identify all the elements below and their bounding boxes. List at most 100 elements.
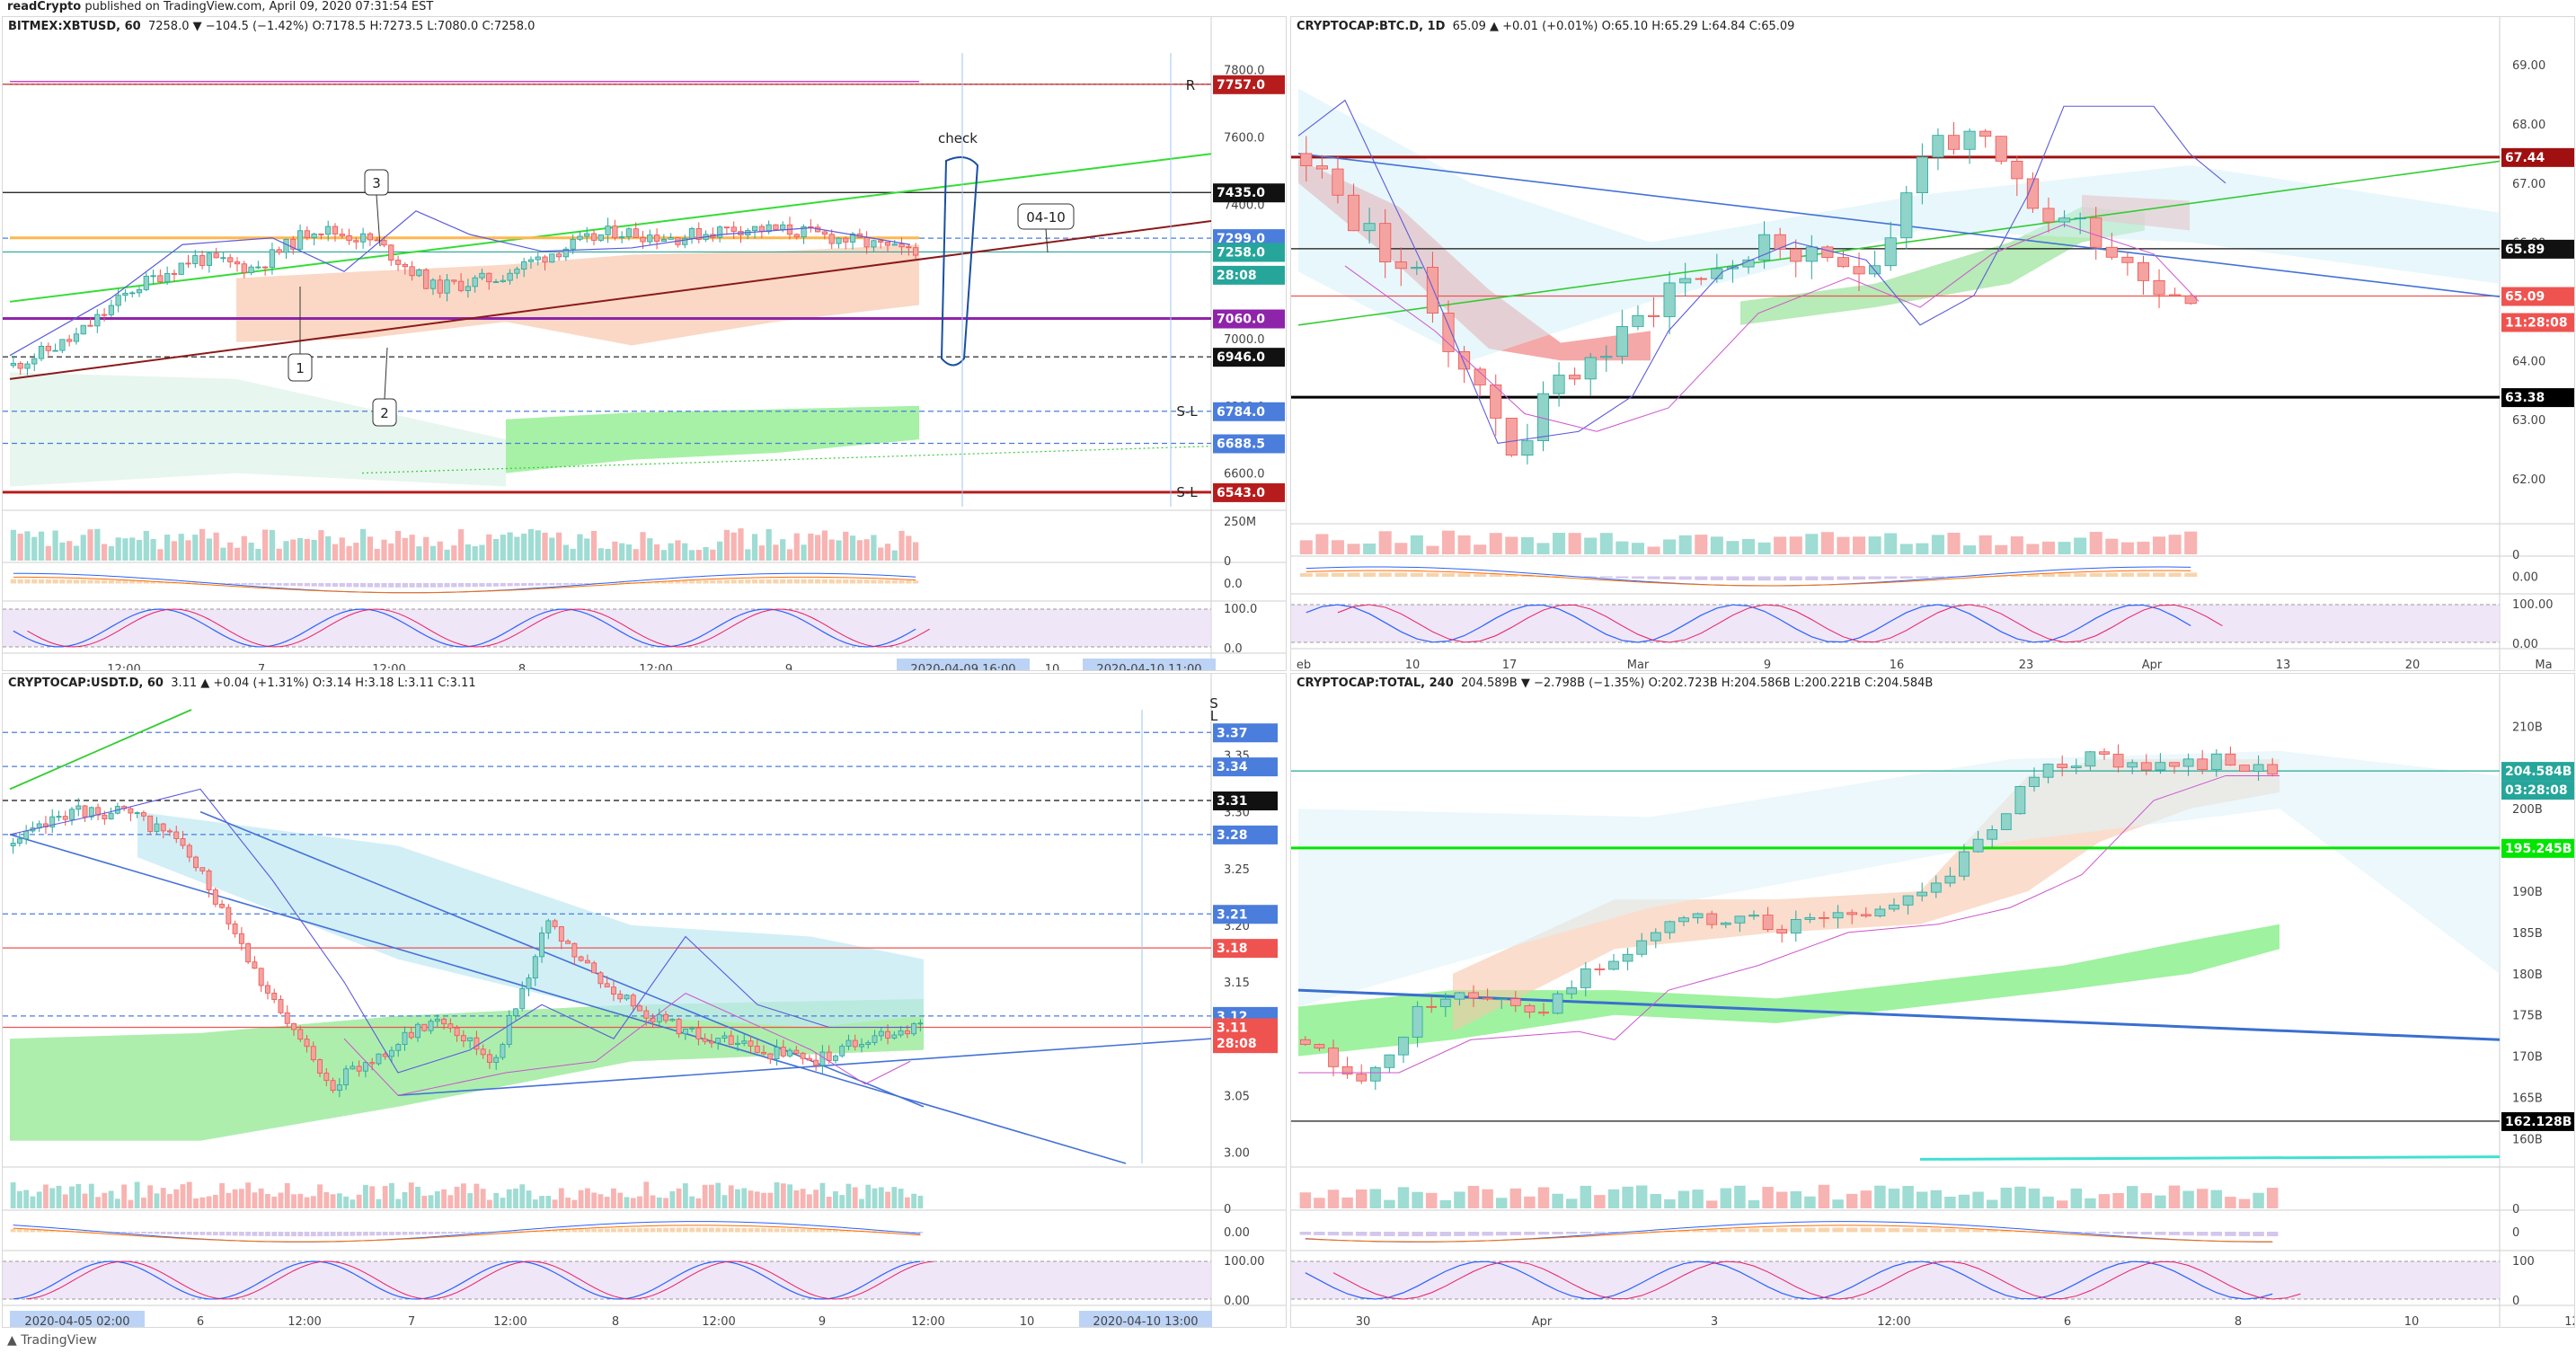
candle-body (1959, 851, 1970, 877)
macd-histogram-bar (1509, 1232, 1522, 1235)
usdtd-chart-svg[interactable]: 3.353.303.253.203.153.103.053.003.373.34… (3, 674, 1286, 1327)
x-tick-label: 12:00 (107, 663, 140, 670)
candle-body (500, 279, 506, 282)
volume-bar (492, 538, 500, 561)
total-cap-chart-panel[interactable]: CRYPTOCAP:TOTAL, 240 204.589B ▼ −2.798B … (1290, 673, 2575, 1328)
volume-bar (745, 549, 751, 561)
macd-histogram-bar (1441, 572, 1456, 577)
macd-histogram-bar (656, 1227, 662, 1233)
macd-histogram-bar (346, 583, 352, 588)
macd-histogram-bar (1986, 1229, 1998, 1233)
macd-histogram-bar (545, 1230, 552, 1233)
volume-bar (87, 529, 93, 561)
candle-body (839, 1046, 845, 1057)
footer-brand[interactable]: ▲ TradingView (7, 1333, 97, 1348)
macd-histogram-bar (2058, 573, 2071, 577)
candle-body (754, 1045, 760, 1053)
volume-bar (1565, 1198, 1578, 1208)
stop-mark: L (1210, 708, 1218, 724)
macd-histogram-bar (845, 1230, 852, 1233)
candle-body (584, 233, 590, 237)
volume-bar (2253, 1192, 2264, 1208)
volume-bar (1663, 539, 1677, 554)
candle-body (2155, 762, 2166, 771)
macd-histogram-bar (836, 579, 842, 584)
macd-histogram-bar (871, 579, 877, 584)
candle-body (647, 234, 653, 243)
x-tick-label: 10 (2404, 1315, 2420, 1327)
volume-bar (891, 550, 898, 561)
macd-histogram-bar (2225, 1232, 2236, 1236)
volume-bar (1931, 535, 1944, 554)
macd-histogram-bar (480, 1232, 486, 1234)
macd-histogram-bar (813, 1229, 819, 1233)
y-tick-label: 185B (2512, 927, 2543, 941)
candle-body (695, 1027, 702, 1039)
macd-histogram-bar (1726, 576, 1739, 581)
volume-bar (62, 1194, 68, 1208)
candle-body (206, 252, 212, 266)
candle-body (598, 972, 604, 985)
stoch-100-tick: 100.00 (2512, 598, 2554, 612)
candle-body (2000, 813, 2012, 830)
macd-histogram-bar (637, 1227, 642, 1233)
author-name[interactable]: readCrypto (7, 0, 82, 13)
btc-dominance-chart-panel[interactable]: CRYPTOCAP:BTC.D, 1D 65.09 ▲ +0.01 (+0.01… (1290, 16, 2575, 671)
volume-bar (1677, 1190, 1690, 1208)
trend-line (9, 834, 1127, 1164)
candle-body (1846, 912, 1858, 915)
y-tick-label: 3.25 (1224, 863, 1250, 877)
xbtusd-chart-panel[interactable]: BITMEX:XBTUSD, 60 7258.0 ▼ −104.5 (−1.42… (2, 16, 1287, 671)
volume-bar (31, 536, 38, 561)
macd-histogram-bar (819, 1229, 826, 1233)
total-chart-svg[interactable]: 210B205B200B195B190B185B180B175B170B165B… (1291, 674, 2574, 1327)
candle-body (252, 961, 258, 969)
macd-histogram-bar (728, 1227, 734, 1233)
volume-bar (849, 535, 856, 561)
candle-body (467, 1037, 474, 1042)
volume-bar (186, 1181, 192, 1208)
candle-body (395, 1044, 402, 1051)
macd-histogram-bar (821, 579, 828, 584)
volume-bar (884, 544, 891, 561)
candle-body (598, 234, 604, 241)
btcd-chart-svg[interactable]: 69.0068.0067.0066.0065.0064.0063.0062.00… (1291, 17, 2574, 670)
candle-body (415, 1023, 420, 1039)
price-tag-7757.0 (1213, 75, 1285, 94)
macd-histogram-bar (460, 1232, 466, 1234)
candle-body (1930, 882, 1942, 893)
volume-bar (38, 531, 45, 561)
volume-bar (2089, 532, 2102, 554)
macd-signal-line (13, 576, 916, 594)
macd-histogram-bar (24, 579, 31, 584)
candle-body (1553, 375, 1565, 394)
volume-bar (178, 534, 184, 561)
volume-bar (663, 1198, 668, 1208)
macd-histogram-bar (884, 579, 891, 584)
macd-histogram-bar (584, 583, 590, 585)
volume-bar (2120, 542, 2134, 554)
candle-body (213, 252, 219, 259)
candle-body (917, 1022, 924, 1025)
macd-histogram-bar (1584, 576, 1598, 578)
price-tag-text: 3.37 (1217, 726, 1248, 740)
candle-body (507, 272, 513, 281)
candle-body (682, 237, 688, 245)
macd-histogram-bar (122, 580, 128, 584)
volume-bar (212, 1194, 218, 1208)
candle-body (1632, 314, 1644, 327)
candle-body (359, 233, 367, 243)
x-tick-label: 8 (612, 1315, 619, 1327)
volume-bar (114, 1198, 120, 1208)
candle-body (258, 968, 264, 986)
candle-body (689, 1027, 695, 1030)
macd-histogram-bar (441, 1232, 447, 1234)
volume-bar (1972, 1191, 1984, 1208)
volume-bar (660, 550, 667, 561)
volume-bar (709, 1184, 714, 1208)
usdt-dominance-chart-panel[interactable]: CRYPTOCAP:USDT.D, 60 3.11 ▲ +0.04 (+1.31… (2, 673, 1287, 1328)
volume-bar (1664, 1198, 1676, 1208)
xbtusd-chart-svg[interactable]: 7800.07600.07400.07200.07000.06800.06600… (3, 17, 1286, 670)
volume-bar (695, 550, 702, 561)
volume-bar (1916, 543, 1929, 554)
